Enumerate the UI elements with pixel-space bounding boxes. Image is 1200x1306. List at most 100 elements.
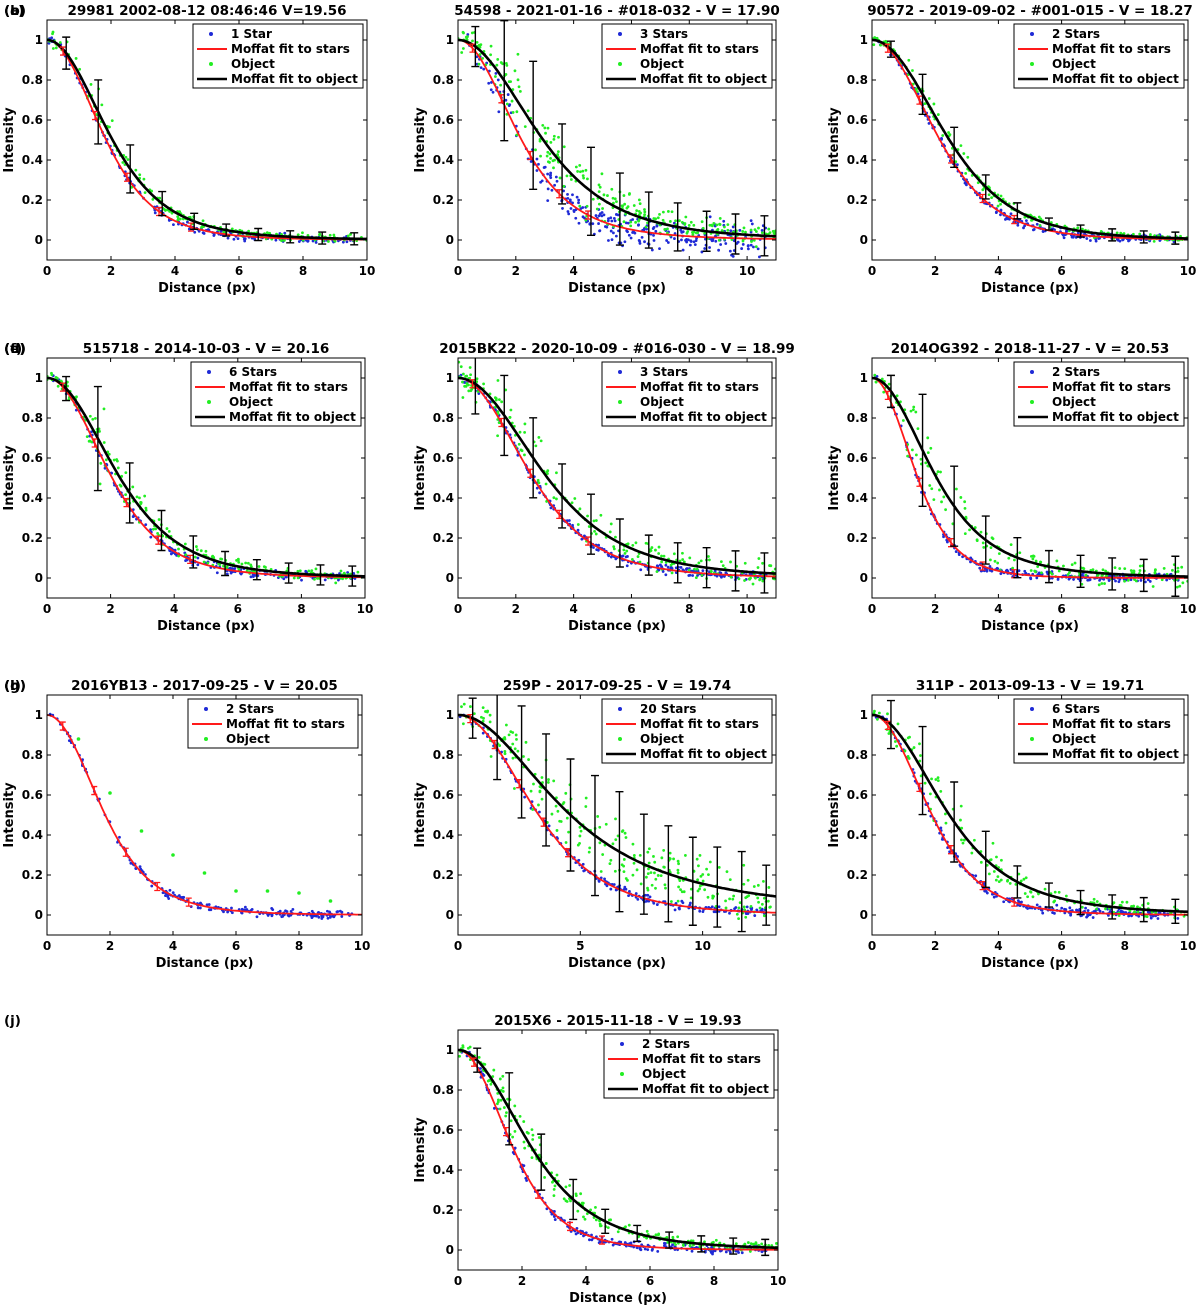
axes-frame: [46, 357, 366, 599]
object-point: [762, 896, 766, 900]
object-error-bar: [644, 534, 653, 576]
object-point: [1030, 218, 1033, 222]
legend-entry: Moffat fit to object: [231, 72, 358, 86]
legend-entry: Object: [640, 395, 684, 409]
star-point: [661, 570, 665, 573]
object-point: [531, 808, 535, 811]
axes-frame: [871, 19, 1189, 261]
object-error-bar: [500, 374, 509, 457]
x-axis-label: Distance (px): [156, 956, 254, 971]
object-point: [698, 853, 702, 857]
object-fit-line: [47, 376, 365, 578]
object-point: [318, 232, 322, 236]
object-point: [1039, 217, 1043, 221]
star-point: [164, 894, 167, 898]
object-point: [582, 176, 586, 180]
object-point: [538, 790, 542, 794]
y-tick-label: 0: [860, 233, 868, 247]
object-point: [341, 577, 345, 581]
object-point: [532, 782, 535, 786]
y-axis-label: Intensity: [2, 107, 17, 173]
object-point: [1026, 895, 1030, 899]
star-point: [577, 198, 581, 202]
y-tick-label: 0.8: [847, 411, 868, 425]
star-point: [720, 575, 723, 579]
object-error-bar: [639, 813, 648, 915]
star-point: [1121, 238, 1125, 242]
chart-panel: (b) 54598 - 2021-01-16 - #018-032 - V = 1…: [4, 3, 780, 296]
star-point: [609, 555, 613, 559]
star-point: [689, 901, 692, 905]
object-point: [1136, 910, 1140, 914]
object-point: [754, 576, 757, 580]
object-point: [604, 822, 608, 826]
star-point: [724, 1250, 728, 1254]
object-point: [177, 547, 180, 551]
star-point: [1117, 580, 1121, 584]
object-point: [553, 158, 556, 162]
star-point: [1139, 579, 1143, 582]
y-tick-label: 1: [860, 371, 868, 385]
star-point: [581, 206, 585, 209]
chart-panel: (g) 2016YB13 - 2017-09-25 - V = 20.050 2 4 6…: [2, 678, 370, 971]
y-tick-label: 0.8: [433, 73, 454, 87]
star-point: [700, 250, 704, 254]
star-point: [1017, 569, 1021, 573]
star-point: [666, 241, 670, 244]
object-point: [932, 102, 936, 106]
object-point: [506, 1097, 509, 1101]
star-point: [1002, 900, 1006, 904]
stars-error-bar: [556, 509, 563, 520]
object-point: [591, 197, 595, 201]
plot-area: [872, 373, 1188, 597]
object-error-bar: [1013, 202, 1022, 220]
object-point: [579, 829, 583, 833]
object-point: [731, 897, 735, 901]
star-point: [546, 172, 550, 176]
object-error-bar: [1013, 865, 1022, 899]
object-error-bar: [761, 1238, 770, 1257]
x-tick-label: 10: [739, 264, 756, 278]
star-point: [291, 907, 295, 911]
object-point: [724, 906, 728, 910]
object-point: [693, 567, 696, 571]
object-point: [1023, 215, 1027, 219]
chart-title: 90572 - 2019-09-02 - #001-015 - V = 18.2…: [867, 3, 1192, 19]
star-point: [652, 233, 655, 237]
x-axis-label: Distance (px): [158, 281, 256, 296]
object-point: [565, 174, 569, 178]
star-point: [577, 858, 581, 862]
object-point: [754, 230, 758, 233]
object-point: [517, 85, 521, 89]
star-point: [535, 486, 539, 490]
object-point: [479, 43, 483, 47]
star-point: [600, 211, 604, 214]
object-point: [504, 1114, 508, 1118]
star-point: [504, 98, 508, 102]
object-point: [522, 1140, 526, 1144]
object-error-bar: [1108, 228, 1117, 242]
object-point: [918, 759, 922, 763]
object-point: [461, 380, 464, 384]
object-point: [121, 161, 125, 164]
object-point: [930, 487, 934, 491]
star-point: [571, 201, 574, 205]
chart-panel: (f) 2014OG392 - 2018-11-27 - V = 20.530 2 4…: [4, 341, 1196, 634]
object-point: [58, 41, 62, 44]
star-point: [681, 248, 685, 252]
star-point: [671, 1243, 674, 1247]
x-tick-label: 6: [1057, 939, 1065, 953]
object-error-bar: [126, 144, 135, 194]
object-point: [743, 579, 746, 582]
object-point: [907, 58, 911, 62]
object-point: [523, 422, 527, 426]
star-point: [1091, 916, 1095, 919]
star-point: [696, 574, 699, 577]
object-error-bar: [1044, 882, 1053, 908]
y-tick-label: 0.6: [22, 113, 43, 127]
star-point: [673, 908, 677, 912]
object-point: [752, 238, 756, 242]
star-point: [566, 196, 570, 200]
